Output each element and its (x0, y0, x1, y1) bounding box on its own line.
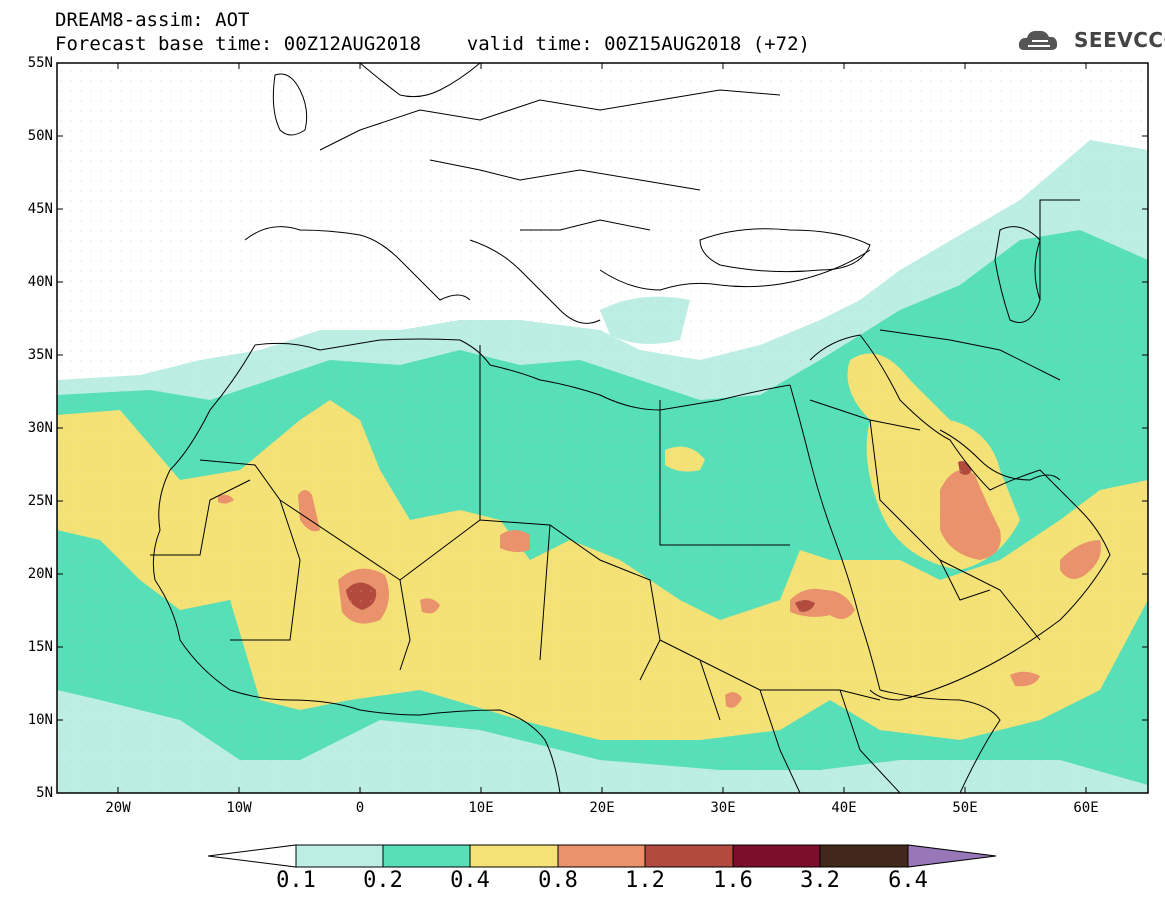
colorbar-label: 0.4 (450, 868, 490, 893)
border-north-europe (319, 89, 781, 231)
seevccc-logo-text: SEEVCCC (1074, 28, 1165, 52)
lon-label: 50E (952, 800, 978, 816)
lon-label: 0 (355, 800, 365, 816)
colorbar-segment-0.4-0.8 (469, 844, 559, 868)
colorbar-segment-3.2-6.4 (819, 844, 909, 868)
grid-dots (57, 63, 1148, 793)
coast-scandinavia (359, 63, 481, 98)
colorbar-label: 0.2 (363, 868, 403, 893)
lon-label: 20W (105, 800, 131, 816)
lat-label: 40N (27, 274, 53, 290)
cloud-logo-icon (1018, 30, 1058, 50)
colorbar-segment-0.2-0.4 (382, 844, 471, 868)
colorbar-label: 0.1 (276, 868, 316, 893)
coast-arabia (809, 334, 1111, 701)
lat-label: 35N (27, 347, 53, 363)
lon-label: 60E (1073, 800, 1099, 816)
colorbar-segment-0.8-1.2 (557, 844, 646, 868)
coast-black-sea (699, 228, 871, 273)
lon-label: 30E (710, 800, 736, 816)
border-east-africa (659, 639, 901, 793)
colorbar-label: 3.2 (800, 868, 840, 893)
lon-label: 20E (589, 800, 615, 816)
coast-west-africa (152, 344, 561, 793)
coast-north-africa (254, 338, 791, 411)
colorbar-label: 1.2 (625, 868, 665, 893)
coast-europe (244, 226, 871, 324)
lat-label: 20N (27, 566, 53, 582)
lat-label: 50N (27, 128, 53, 144)
axis-ticks (57, 63, 1148, 793)
lat-label: 30N (27, 420, 53, 436)
lon-label: 10W (226, 800, 252, 816)
colorbar-segment-0.1-0.2 (295, 844, 384, 868)
coast-uk (272, 73, 308, 136)
border-middle-east (809, 199, 1080, 641)
lat-label: 10N (27, 712, 53, 728)
colorbar-label: 1.6 (713, 868, 753, 893)
lat-label: 55N (27, 55, 53, 71)
colorbar-over-triangle (907, 844, 997, 868)
map-subtitle: Forecast base time: 00Z12AUG2018 valid t… (55, 33, 810, 55)
lat-label: 45N (27, 201, 53, 217)
lat-label: 15N (27, 639, 53, 655)
colorbar-segment-1.2-1.6 (644, 844, 734, 868)
coast-red-sea (789, 384, 881, 691)
coast-caspian (994, 226, 1041, 323)
border-sahara (150, 345, 790, 681)
lat-label: 5N (36, 785, 53, 801)
lon-label: 10E (468, 800, 494, 816)
coast-persian-gulf (939, 429, 1061, 481)
colorbar-label: 6.4 (888, 868, 928, 893)
colorbar-under-triangle (207, 844, 297, 868)
lat-label: 25N (27, 493, 53, 509)
colorbar-label: 0.8 (538, 868, 578, 893)
lon-label: 40E (831, 800, 857, 816)
colorbar (207, 844, 997, 868)
map-title: DREAM8-assim: AOT (55, 9, 250, 31)
colorbar-segment-1.6-3.2 (732, 844, 821, 868)
coast-horn-africa (879, 689, 1001, 793)
country-borders (150, 63, 1111, 793)
